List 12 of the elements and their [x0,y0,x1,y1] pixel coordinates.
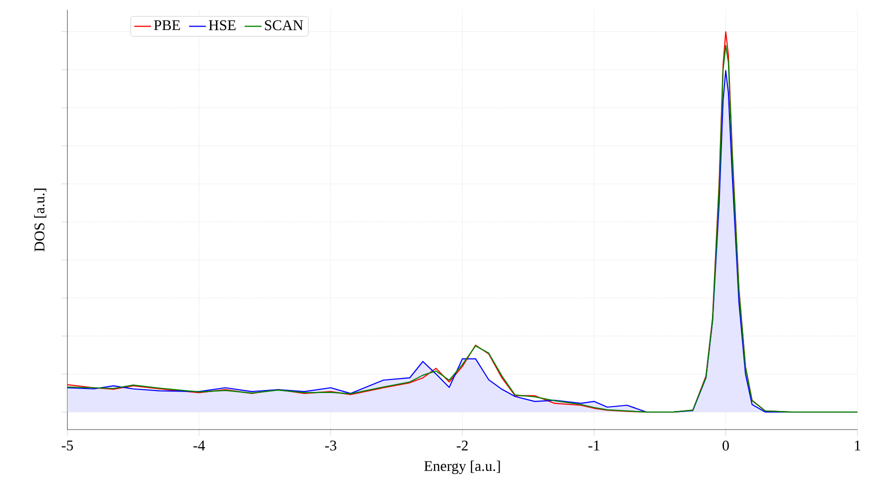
x-tick-label: -4 [193,440,205,451]
y-axis-title: DOS [a.u.] [34,188,46,252]
x-axis-title: Energy [a.u.] [424,460,500,474]
legend-label: SCAN [264,20,304,30]
legend-label: PBE [154,20,180,30]
x-tick-label: 0 [722,440,729,451]
x-tick-label: 1 [855,440,860,451]
x-tick-label: -5 [62,440,73,451]
x-tick-label: -1 [588,440,600,451]
legend-label: HSE [208,20,236,30]
x-tick-label: -2 [456,440,468,451]
x-tick-label: -3 [325,440,336,451]
